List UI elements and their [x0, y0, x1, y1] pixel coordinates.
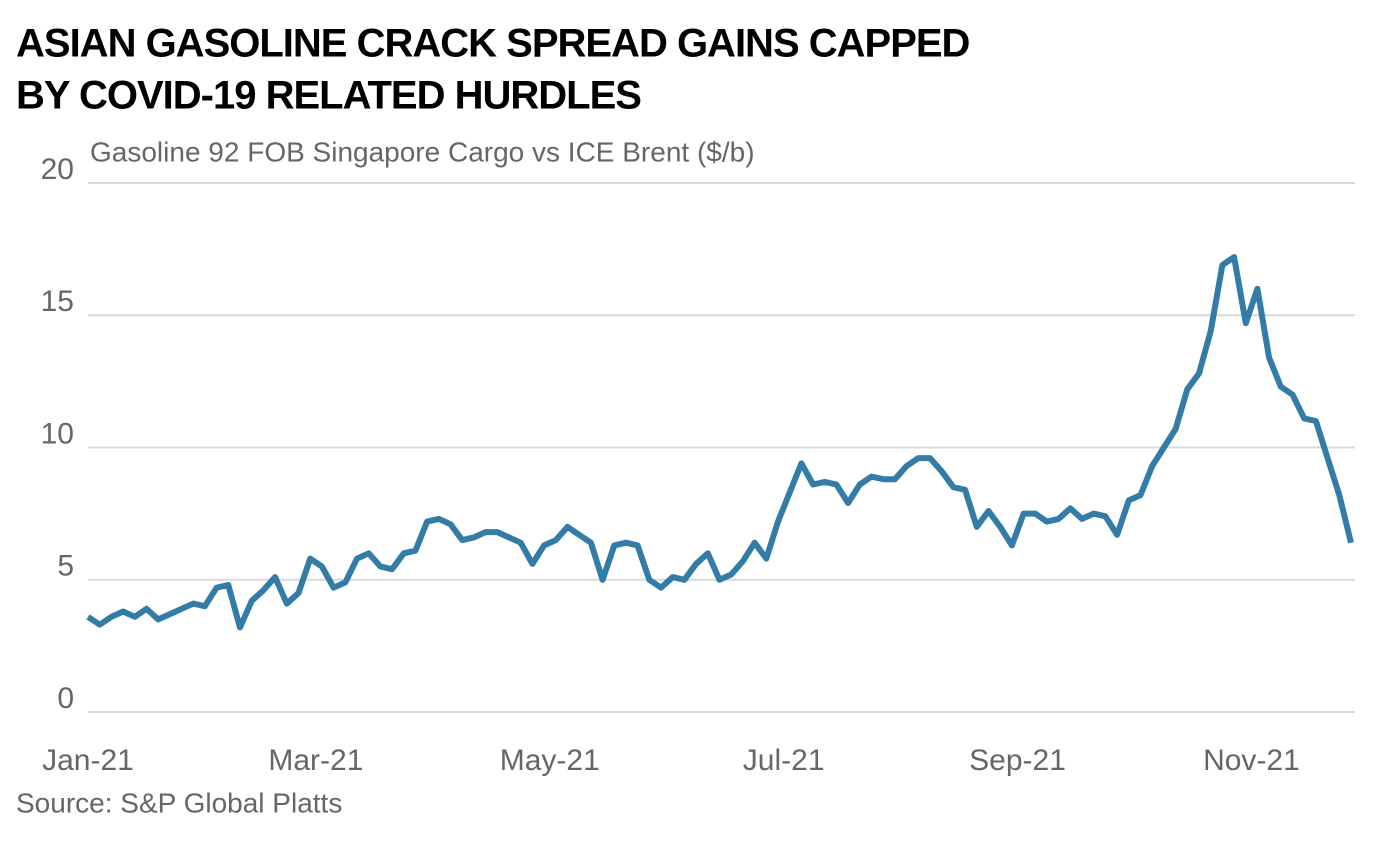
y-tick-label: 5	[57, 550, 74, 583]
chart-title: ASIAN GASOLINE CRACK SPREAD GAINS CAPPED	[16, 22, 970, 66]
y-tick-label: 0	[57, 682, 74, 715]
y-tick-label: 10	[41, 417, 74, 450]
y-tick-label: 20	[41, 153, 74, 186]
source-note: Source: S&P Global Platts	[16, 787, 342, 818]
x-tick-label: Nov-21	[1203, 744, 1300, 777]
chart-title: BY COVID-19 RELATED HURDLES	[16, 74, 641, 118]
data-line	[86, 254, 1354, 631]
chart-subtitle: Gasoline 92 FOB Singapore Cargo vs ICE B…	[90, 136, 755, 167]
x-tick-label: Jan-21	[42, 744, 134, 777]
x-tick-label: May-21	[500, 744, 600, 777]
x-tick-label: Sep-21	[969, 744, 1066, 777]
x-tick-label: Mar-21	[268, 744, 363, 777]
y-tick-label: 15	[41, 285, 74, 318]
x-tick-label: Jul-21	[743, 744, 825, 777]
